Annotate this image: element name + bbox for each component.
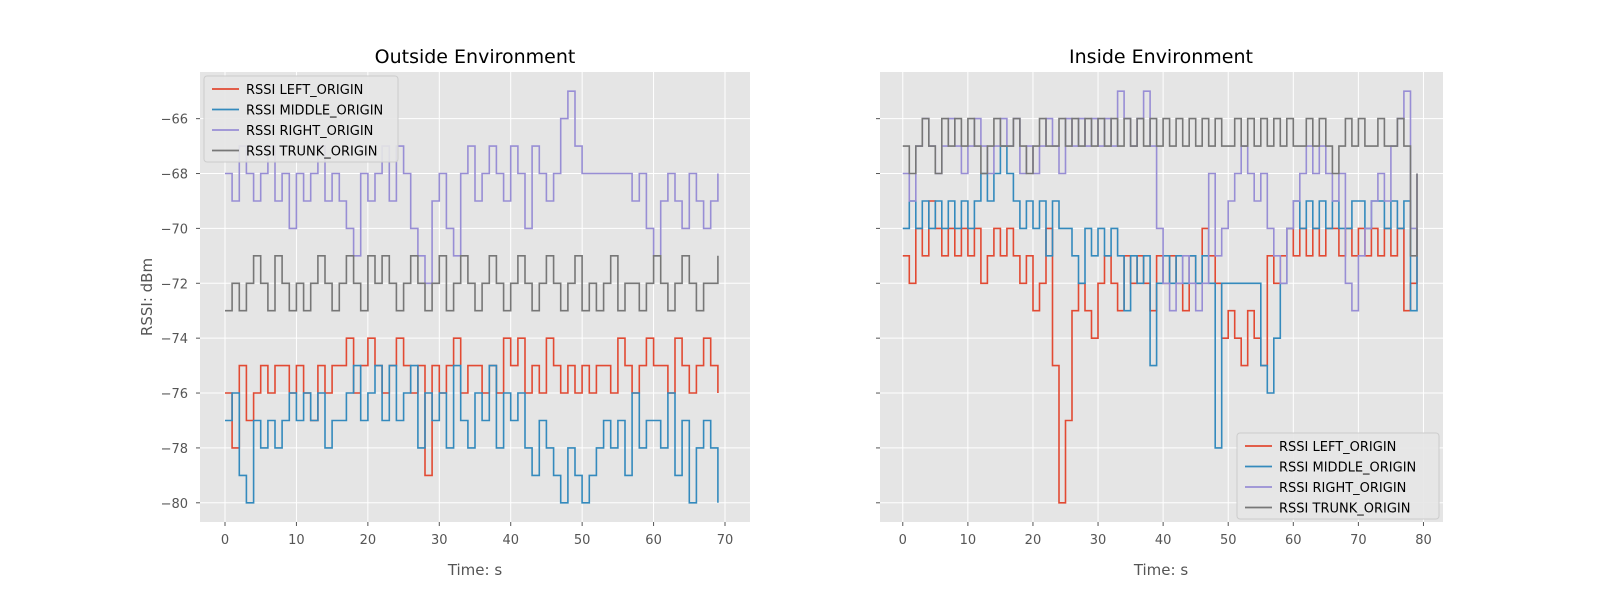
x-tick-label: 50	[1220, 533, 1237, 548]
x-tick-label: 20	[1025, 533, 1042, 548]
chart-title: Inside Environment	[1069, 46, 1253, 68]
x-tick-label: 40	[1155, 533, 1172, 548]
y-tick-label: −72	[161, 277, 188, 292]
legend-entry-label: RSSI TRUNK_ORIGIN	[1279, 502, 1410, 517]
x-tick-label: 40	[502, 533, 519, 548]
legend-entry-label: RSSI MIDDLE_ORIGIN	[246, 104, 383, 119]
tick-labels: 0 10 20 30 40 50 60 70 −80 −78 −76 −74 −72 −70 −68 −66	[161, 113, 734, 548]
x-tick-label: 50	[574, 533, 591, 548]
legend-entry-label: RSSI TRUNK_ORIGIN	[246, 145, 377, 160]
y-tick-label: −74	[161, 332, 188, 347]
y-tick-label: −78	[161, 442, 188, 457]
x-tick-label: 30	[1090, 533, 1107, 548]
legend-box	[1236, 432, 1440, 520]
tick-labels: 0 10 20 30 40 50 60 70 80	[876, 118, 1432, 548]
y-tick-label: −70	[161, 222, 188, 237]
series-line-rssi-trunk-origin	[225, 255, 719, 312]
x-axis-label: Time: s	[1133, 561, 1189, 579]
legend-entry-label: RSSI RIGHT_ORIGIN	[246, 124, 373, 139]
y-tick-label: −68	[161, 168, 188, 183]
legend: RSSI LEFT_ORIGIN RSSI MIDDLE_ORIGIN RSSI R…	[1236, 432, 1440, 520]
legend: RSSI LEFT_ORIGIN RSSI MIDDLE_ORIGIN RSSI R…	[203, 75, 399, 163]
x-tick-label: 70	[1350, 533, 1367, 548]
x-tick-label: 60	[645, 533, 662, 548]
x-tick-label: 30	[431, 533, 448, 548]
legend-entry-label: RSSI MIDDLE_ORIGIN	[1279, 461, 1416, 476]
x-axis-label: Time: s	[447, 561, 503, 579]
inside-environment-chart: 0 10 20 30 40 50 60 70 80 Inside Environment Tim…	[876, 46, 1443, 579]
series-group	[225, 90, 719, 504]
legend-entry-label: RSSI LEFT_ORIGIN	[246, 83, 363, 98]
outside-environment-chart: 0 10 20 30 40 50 60 70−80−78−76−74−72−70−68−66 …	[138, 46, 750, 579]
x-tick-label: 80	[1415, 533, 1432, 548]
x-tick-label: 0	[221, 533, 229, 548]
chart-title: Outside Environment	[375, 46, 576, 68]
y-tick-label: −66	[161, 113, 188, 128]
series-line-rssi-right-origin	[902, 90, 1418, 312]
legend-box	[203, 75, 399, 163]
series-line-rssi-middle-origin	[225, 364, 719, 504]
legend-entry-label: RSSI RIGHT_ORIGIN	[1279, 481, 1406, 496]
series-line-rssi-trunk-origin	[902, 117, 1418, 257]
legend-entry-label: RSSI LEFT_ORIGIN	[1279, 440, 1396, 455]
x-tick-label: 10	[288, 533, 305, 548]
x-tick-label: 0	[899, 533, 907, 548]
x-tick-label: 60	[1285, 533, 1302, 548]
y-tick-label: −76	[161, 387, 188, 402]
series-line-rssi-right-origin	[225, 90, 719, 285]
x-tick-label: 10	[960, 533, 977, 548]
series-group	[902, 90, 1418, 504]
x-tick-label: 70	[717, 533, 734, 548]
x-tick-label: 20	[360, 533, 377, 548]
y-tick-label: −80	[161, 497, 188, 512]
y-axis-label: RSSI: dBm	[138, 258, 156, 336]
